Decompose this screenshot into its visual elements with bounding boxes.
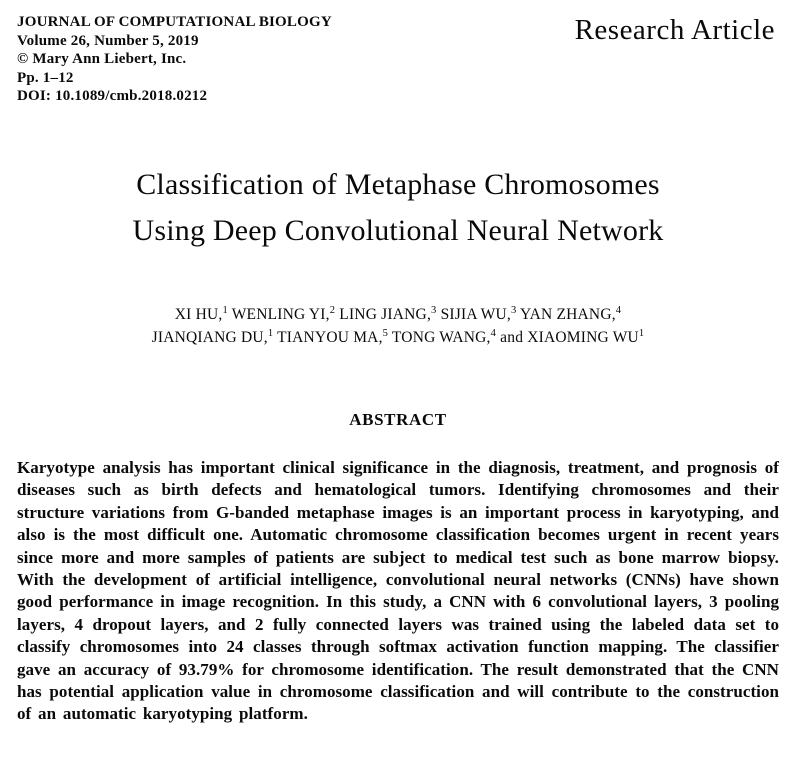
- article-type-label: Research Article: [574, 14, 775, 46]
- author-affiliation-sup: 4: [615, 304, 622, 316]
- author-affiliation-sup: 2: [329, 304, 336, 316]
- paper-title-line-2: Using Deep Convolutional Neural Network: [132, 213, 664, 247]
- journal-volume-issue: Volume 26, Number 5, 2019: [17, 32, 199, 49]
- author-affiliation-sup: 1: [267, 327, 274, 339]
- abstract-body: Karyotype analysis has important clinica…: [17, 457, 779, 724]
- journal-pages: Pp. 1–12: [17, 69, 74, 86]
- author-affiliation-sup: 1: [638, 327, 645, 339]
- paper-title-line-1: Classification of Metaphase Chromosomes: [136, 167, 660, 201]
- author-affiliation-sup: 5: [382, 327, 389, 339]
- journal-info-block: JOURNAL OF COMPUTATIONAL BIOLOGY Volume …: [17, 13, 332, 106]
- abstract-heading: ABSTRACT: [349, 409, 447, 429]
- paper-title: Classification of Metaphase Chromosomes …: [17, 162, 779, 254]
- author-affiliation-sup: 3: [510, 304, 517, 316]
- author-line-1: XI HU,1 WENLING YI,2 LING JIANG,3 SIJIA …: [174, 304, 622, 323]
- journal-doi: DOI: 10.1089/cmb.2018.0212: [17, 88, 208, 105]
- author-list: XI HU,1 WENLING YI,2 LING JIANG,3 SIJIA …: [17, 303, 779, 349]
- journal-name: JOURNAL OF COMPUTATIONAL BIOLOGY: [17, 14, 332, 30]
- author-affiliation-sup: 4: [490, 327, 497, 339]
- page-header: JOURNAL OF COMPUTATIONAL BIOLOGY Volume …: [17, 13, 779, 106]
- author-affiliation-sup: 3: [431, 304, 437, 316]
- author-affiliation-sup: 1: [222, 304, 228, 316]
- journal-copyright: © Mary Ann Liebert, Inc.: [17, 51, 187, 68]
- author-line-2: JIANQIANG DU,1 TIANYOU MA,5 TONG WANG,4 …: [151, 327, 645, 346]
